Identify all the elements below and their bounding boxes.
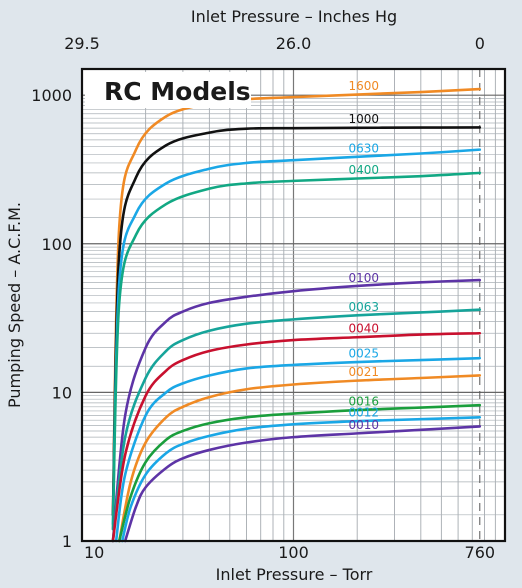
top-x-tick-label: 26.0 [276, 34, 312, 53]
y-tick-label: 100 [41, 235, 72, 254]
y-tick-label: 10 [52, 383, 72, 402]
series-lines [111, 87, 482, 543]
x-tick-label: 100 [278, 543, 309, 562]
series-line-0012 [120, 415, 482, 543]
x-axis-title: Inlet Pressure – Torr [216, 565, 373, 584]
series-label-0025: 0025 [349, 346, 380, 360]
chart-title: RC Models [104, 77, 251, 106]
series-line-0025 [114, 356, 482, 543]
series-line-0100 [111, 278, 482, 543]
series-label-1000: 1000 [349, 112, 380, 126]
plot-frame [80, 67, 507, 543]
series-label-0021: 0021 [349, 365, 380, 379]
series-label-0400: 0400 [349, 163, 380, 177]
top-axis-title: Inlet Pressure – Inches Hg [191, 7, 397, 26]
series-label-1600: 1600 [349, 79, 380, 93]
series-label-0063: 0063 [349, 300, 380, 314]
plot-border [80, 67, 507, 543]
series-line-0630 [111, 148, 482, 526]
series-label-0010: 0010 [349, 418, 380, 432]
tick-labels: 10 100 760 29.5 26.0 0 1 10 100 1000 [31, 34, 495, 562]
top-x-tick-label: 29.5 [64, 34, 100, 53]
x-tick-label: 10 [84, 543, 104, 562]
series-label-0100: 0100 [349, 271, 380, 285]
series-line-1000 [111, 126, 482, 517]
series-line-0010 [123, 425, 482, 543]
series-labels: 1600 1000 0630 0400 0100 0063 0040 0025 0021 0016… [349, 79, 380, 432]
series-line-0016 [117, 403, 482, 543]
y-tick-label: 1000 [31, 86, 72, 105]
y-tick-label: 1 [62, 532, 72, 551]
y-axis-title: Pumping Speed – A.C.F.M. [5, 202, 24, 408]
chart-title-box [85, 72, 251, 108]
series-label-0630: 0630 [349, 141, 380, 155]
x-tick-label: 760 [465, 543, 496, 562]
series-label-0016: 0016 [349, 395, 380, 409]
series-line-0400 [111, 171, 482, 531]
title-layer: Inlet Pressure – Inches Hg Inlet Pressure… [5, 7, 397, 584]
series-label-0040: 0040 [349, 322, 380, 336]
series-line-0063 [111, 308, 482, 543]
series-label-0012: 0012 [349, 406, 380, 420]
top-x-tick-label: 0 [475, 34, 485, 53]
grid-lines [82, 69, 505, 541]
series-line-0021 [117, 374, 482, 543]
series-line-0040 [111, 331, 482, 543]
